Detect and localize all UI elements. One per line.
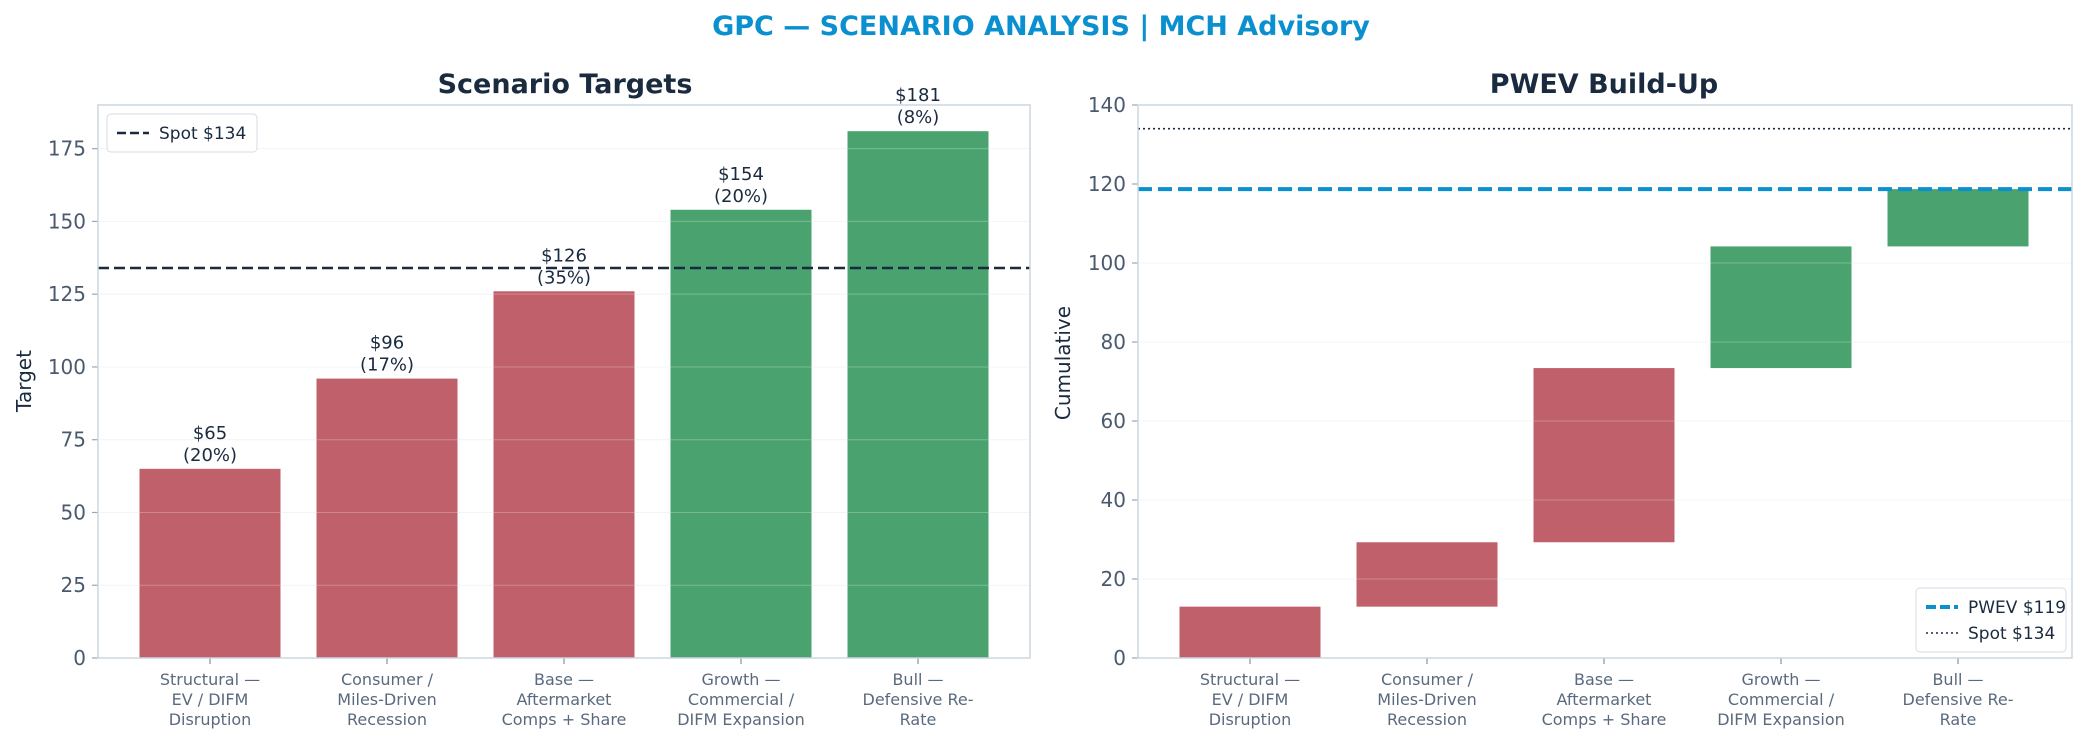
scenario-targets-chart: Scenario Targets Target $65(20%)$96(17%)… <box>12 69 1031 729</box>
x-tick-label: Consumer / <box>1381 670 1474 689</box>
data-label: (8%) <box>897 107 940 128</box>
y-tick-label: 150 <box>48 209 86 233</box>
chart-title: PWEV Build-Up <box>1490 69 1718 100</box>
y-tick-label: 0 <box>1113 646 1126 670</box>
x-tick-label: Rate <box>1940 710 1977 729</box>
y-tick-label: 75 <box>61 428 86 452</box>
x-tick-label: Base — <box>534 670 594 689</box>
data-labels: $65(20%)$96(17%)$126(35%)$154(20%)$181(8… <box>183 85 941 466</box>
x-tick-label: Consumer / <box>341 670 434 689</box>
x-tick-label: EV / DIFM <box>1212 690 1289 709</box>
bar <box>1533 368 1675 543</box>
chart-title: Scenario Targets <box>438 69 693 100</box>
x-tick-label: Growth — <box>1742 670 1821 689</box>
x-tick-label: Commercial / <box>1728 690 1835 709</box>
bar <box>1710 246 1852 369</box>
figure-suptitle: GPC — SCENARIO ANALYSIS | MCH Advisory <box>712 11 1370 42</box>
y-axis-label: Cumulative <box>1051 306 1075 420</box>
y-tick-label: 40 <box>1101 488 1126 512</box>
x-tick-label: Structural — <box>160 670 260 689</box>
y-tick-label: 100 <box>1088 251 1126 275</box>
bar <box>847 131 989 659</box>
x-tick-label: Comps + Share <box>502 710 627 729</box>
x-tick-label: DIFM Expansion <box>677 710 805 729</box>
x-tick-label: Recession <box>347 710 427 729</box>
x-tick-label: Recession <box>1387 710 1467 729</box>
x-tick-label: Rate <box>900 710 937 729</box>
y-tick-label: 100 <box>48 355 86 379</box>
legend-label: Spot $134 <box>159 124 246 144</box>
bar <box>1887 189 2029 247</box>
data-label: $126 <box>541 245 587 266</box>
plot-frame <box>1137 104 2073 659</box>
data-label: $65 <box>193 423 227 444</box>
legend: PWEV $119 Spot $134 <box>1915 587 2067 653</box>
x-tick-label: Bull — <box>892 670 943 689</box>
y-tick-label: 80 <box>1101 330 1126 354</box>
y-tick-label: 125 <box>48 282 86 306</box>
y-axis-label: Target <box>12 350 36 413</box>
waterfall-bars <box>1138 104 2072 659</box>
bar <box>1179 606 1321 658</box>
x-tick-label: Comps + Share <box>1542 710 1667 729</box>
plot-frame <box>97 104 1031 659</box>
x-tick-label: Miles-Driven <box>337 690 436 709</box>
bar <box>1356 542 1498 607</box>
x-tick-label: Disruption <box>169 710 252 729</box>
legend-box <box>106 113 258 153</box>
y-tick-label: 50 <box>61 500 86 524</box>
bar <box>139 468 281 658</box>
data-label: $154 <box>718 164 764 185</box>
bar <box>670 209 812 659</box>
x-tick-label: Structural — <box>1200 670 1300 689</box>
y-tick-label: 120 <box>1088 172 1126 196</box>
x-tick-label: Miles-Driven <box>1377 690 1476 709</box>
y-tick-label: 140 <box>1088 93 1126 117</box>
reference-lines <box>1138 127 2072 192</box>
data-label: (20%) <box>183 445 237 466</box>
x-tick-label: Base — <box>1574 670 1634 689</box>
x-tick-label: EV / DIFM <box>172 690 249 709</box>
data-label: $181 <box>895 85 941 106</box>
data-label: $96 <box>370 333 404 354</box>
x-tick-label: Defensive Re- <box>863 690 974 709</box>
y-tick-labels: 0 20 40 60 80 100 120 140 <box>1088 93 1138 670</box>
y-tick-label: 175 <box>48 137 86 161</box>
y-tick-label: 20 <box>1101 567 1126 591</box>
x-tick-label: DIFM Expansion <box>1717 710 1845 729</box>
legend-box <box>1915 587 2067 653</box>
y-tick-label: 0 <box>73 646 86 670</box>
bar <box>493 291 635 658</box>
x-tick-label: Growth — <box>702 670 781 689</box>
data-label: (17%) <box>360 355 414 376</box>
data-label: (20%) <box>714 186 768 207</box>
legend-label: PWEV $119 <box>1968 598 2066 618</box>
x-tick-label: Bull — <box>1932 670 1983 689</box>
pwev-buildup-chart: PWEV Build-Up Cumulative 0 20 40 60 80 100 120… <box>1051 69 2073 729</box>
y-tick-labels: 0 25 50 75 100 125 150 175 <box>48 137 98 670</box>
data-label: (35%) <box>537 267 591 288</box>
x-tick-label: Aftermarket <box>517 690 612 709</box>
x-tick-label: Disruption <box>1209 710 1292 729</box>
x-tick-label: Defensive Re- <box>1903 690 2014 709</box>
y-tick-label: 60 <box>1101 409 1126 433</box>
legend-label: Spot $134 <box>1968 624 2055 644</box>
y-tick-label: 25 <box>61 573 86 597</box>
bar <box>316 378 458 658</box>
bars <box>98 131 1030 659</box>
x-tick-label: Commercial / <box>688 690 795 709</box>
legend: Spot $134 <box>106 113 258 153</box>
x-tick-label: Aftermarket <box>1557 690 1652 709</box>
